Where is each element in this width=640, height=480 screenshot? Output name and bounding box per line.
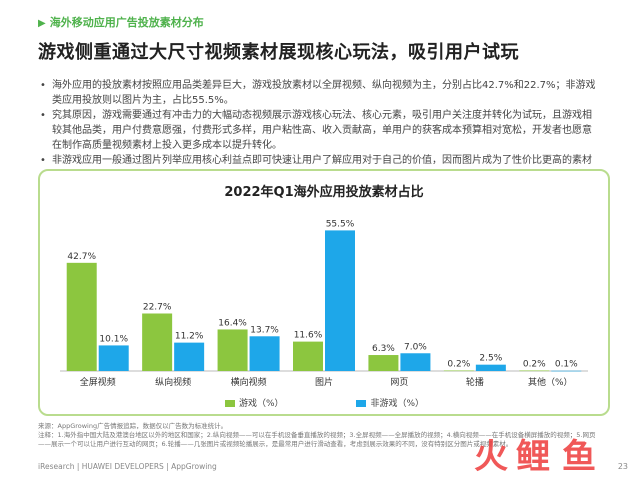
page-number: 23 — [617, 462, 628, 471]
legend-swatch-games — [225, 400, 235, 407]
legend-label-games: 游戏（%） — [239, 399, 284, 409]
data-label: 2.5% — [479, 354, 502, 364]
bar-chart: 42.7% 10.1% 全屏视频 22.7% 11.2% 纵向视频 16.4%13.7% 横向… — [60, 219, 588, 388]
legend-item-games: 游戏（%） — [225, 396, 284, 409]
bullet-item: 海外应用的投放素材按照应用品类差异巨大，游戏投放素材以全屏视频、纵向视频为主，分… — [40, 78, 600, 108]
legend-item-nongames: 非游戏（%） — [356, 396, 424, 409]
data-label: 11.6% — [294, 331, 323, 341]
bar-nongames — [475, 364, 506, 371]
triangle-icon: ▶ — [38, 18, 46, 29]
svg-text:鲤: 鲤 — [516, 437, 550, 476]
data-label: 55.5% — [326, 219, 355, 229]
bar-nongames — [325, 230, 355, 371]
svg-text:火: 火 — [474, 437, 508, 476]
chart-title: 2022年Q1海外应用投放素材占比 — [224, 185, 424, 200]
data-label: 16.4% — [218, 318, 247, 328]
bar-games — [519, 370, 550, 372]
footnote-source: 来源：AppGrowing广告情报追踪，数据仅以广告数为标准统计。 — [38, 422, 228, 430]
bar-games — [142, 313, 173, 371]
data-label: 10.1% — [99, 334, 128, 344]
category-label: 轮播 — [466, 376, 484, 388]
bar-nongames — [174, 342, 205, 371]
category-label: 全屏视频 — [80, 376, 116, 388]
svg-text:鱼: 鱼 — [562, 437, 596, 476]
chart-legend: 游戏（%） 非游戏（%） — [225, 396, 494, 409]
bar-games — [293, 341, 323, 371]
category-label: 图片 — [315, 376, 333, 388]
bar-games — [66, 262, 97, 371]
data-label: 0.1% — [555, 360, 578, 370]
data-label: 6.3% — [372, 344, 395, 354]
data-label: 7.0% — [404, 342, 427, 352]
legend-swatch-nongames — [356, 400, 367, 407]
bullet-list: 海外应用的投放素材按照应用品类差异巨大，游戏投放素材以全屏视频、纵向视频为主，分… — [40, 78, 600, 183]
data-label: 0.2% — [447, 359, 470, 369]
data-label: 13.7% — [250, 325, 279, 335]
data-label: 22.7% — [143, 302, 172, 312]
footnote-note: 注释：1.海外指中国大陆及港澳台地区以外的地区和国家；2.纵向视频——可以在手机… — [38, 431, 596, 448]
data-label: 42.7% — [67, 252, 96, 262]
category-label: 其他（%） — [528, 376, 573, 388]
watermark-logo: 火 鲤 鱼 — [474, 437, 596, 476]
category-label: 横向视频 — [231, 376, 267, 388]
legend-label-nongames: 非游戏（%） — [370, 399, 424, 409]
bar-nongames — [98, 345, 129, 371]
chart-card: 2022年Q1海外应用投放素材占比 42.7% 10.1% 全屏视频 22.7% 11.… — [38, 169, 610, 416]
bar-games — [443, 370, 474, 372]
bar-nongames — [400, 353, 431, 371]
category-label: 纵向视频 — [155, 376, 191, 388]
footnote: 来源：AppGrowing广告情报追踪，数据仅以广告数为标准统计。 注释：1.海… — [38, 422, 608, 449]
bar-nongames — [249, 336, 280, 371]
data-label: 11.2% — [175, 332, 204, 342]
section-tag: ▶ 海外移动应用广告投放素材分布 — [38, 14, 204, 30]
bar-games — [368, 355, 399, 371]
bar-games — [217, 329, 248, 371]
bar-nongames — [551, 370, 582, 372]
category-label: 网页 — [390, 377, 408, 388]
bullet-item: 究其原因，游戏需要通过有冲击力的大幅动态视频展示游戏核心玩法、核心元素，吸引用户… — [40, 108, 600, 153]
section-tag-label: 海外移动应用广告投放素材分布 — [49, 16, 204, 29]
page-headline: 游戏侧重通过大尺寸视频素材展现核心玩法，吸引用户试玩 — [38, 42, 519, 63]
data-label: 0.2% — [523, 359, 546, 369]
footer-credits: iResearch | HUAWEI DEVELOPERS | AppGrowi… — [38, 462, 217, 471]
